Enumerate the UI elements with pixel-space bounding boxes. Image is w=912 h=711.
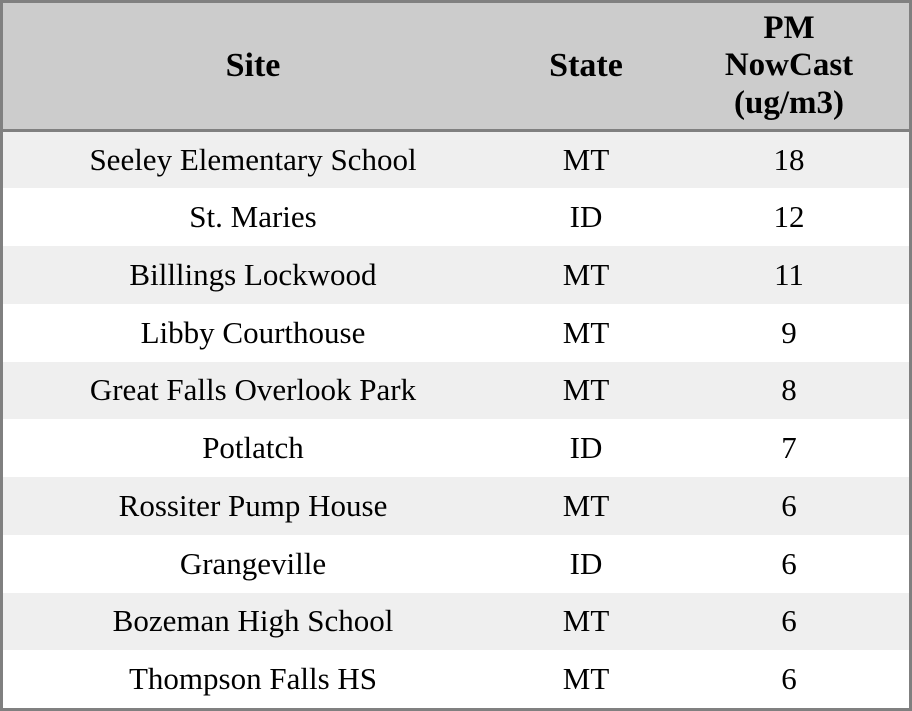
cell-pm: 8 [781, 372, 797, 408]
table-body: Seeley Elementary School MT 18 St. Maries ID… [3, 130, 909, 708]
cell-state: MT [562, 314, 610, 350]
column-header-state: State [503, 3, 669, 132]
cell-site: Billlings Lockwood [129, 256, 377, 292]
cell-site: St. Maries [189, 199, 317, 235]
column-header-site: Site [3, 3, 503, 132]
cell-state: MT [562, 372, 610, 408]
cell-pm: 9 [781, 314, 797, 350]
column-header-pm-nowcast: PM NowCast (ug/m3) [669, 3, 909, 132]
pm-nowcast-table: Site State PM NowCast (ug/m3) Seeley Ele… [3, 3, 909, 708]
cell-state: MT [562, 661, 610, 697]
table-row: Grangeville ID 6 [3, 534, 909, 593]
table-row: Great Falls Overlook Park MT 8 [3, 361, 909, 420]
table-row: Libby Courthouse MT 9 [3, 303, 909, 362]
table-header-row: Site State PM NowCast (ug/m3) [3, 3, 909, 132]
cell-pm: 12 [773, 199, 805, 235]
cell-pm: 6 [781, 545, 797, 581]
cell-pm: 6 [781, 487, 797, 523]
table-row: Potlatch ID 7 [3, 419, 909, 477]
cell-state: MT [562, 487, 610, 523]
cell-pm: 6 [781, 661, 797, 697]
cell-state: MT [562, 142, 610, 178]
table-row: Billlings Lockwood MT 11 [3, 246, 909, 304]
cell-pm: 11 [774, 256, 804, 292]
table-row: Seeley Elementary School MT 18 [3, 130, 909, 189]
cell-site: Libby Courthouse [140, 314, 366, 350]
cell-site: Bozeman High School [112, 603, 394, 639]
cell-state: ID [569, 545, 603, 581]
cell-site: Great Falls Overlook Park [89, 372, 417, 408]
cell-state: MT [562, 603, 610, 639]
cell-state: ID [569, 199, 603, 235]
cell-pm: 6 [781, 603, 797, 639]
cell-state: ID [569, 430, 603, 466]
table-row: Bozeman High School MT 6 [3, 592, 909, 651]
table-row: Thompson Falls HS MT 6 [3, 650, 909, 708]
table-row: Rossiter Pump House MT 6 [3, 477, 909, 535]
cell-pm: 18 [773, 142, 805, 178]
cell-site: Rossiter Pump House [118, 487, 388, 523]
cell-site: Thompson Falls HS [128, 661, 378, 697]
cell-state: MT [562, 256, 610, 292]
cell-pm: 7 [781, 430, 797, 466]
cell-site: Grangeville [179, 545, 327, 581]
table-header: Site State PM NowCast (ug/m3) [3, 3, 909, 132]
cell-site: Seeley Elementary School [89, 142, 417, 178]
table-row: St. Maries ID 12 [3, 188, 909, 246]
cell-site: Potlatch [202, 430, 304, 466]
